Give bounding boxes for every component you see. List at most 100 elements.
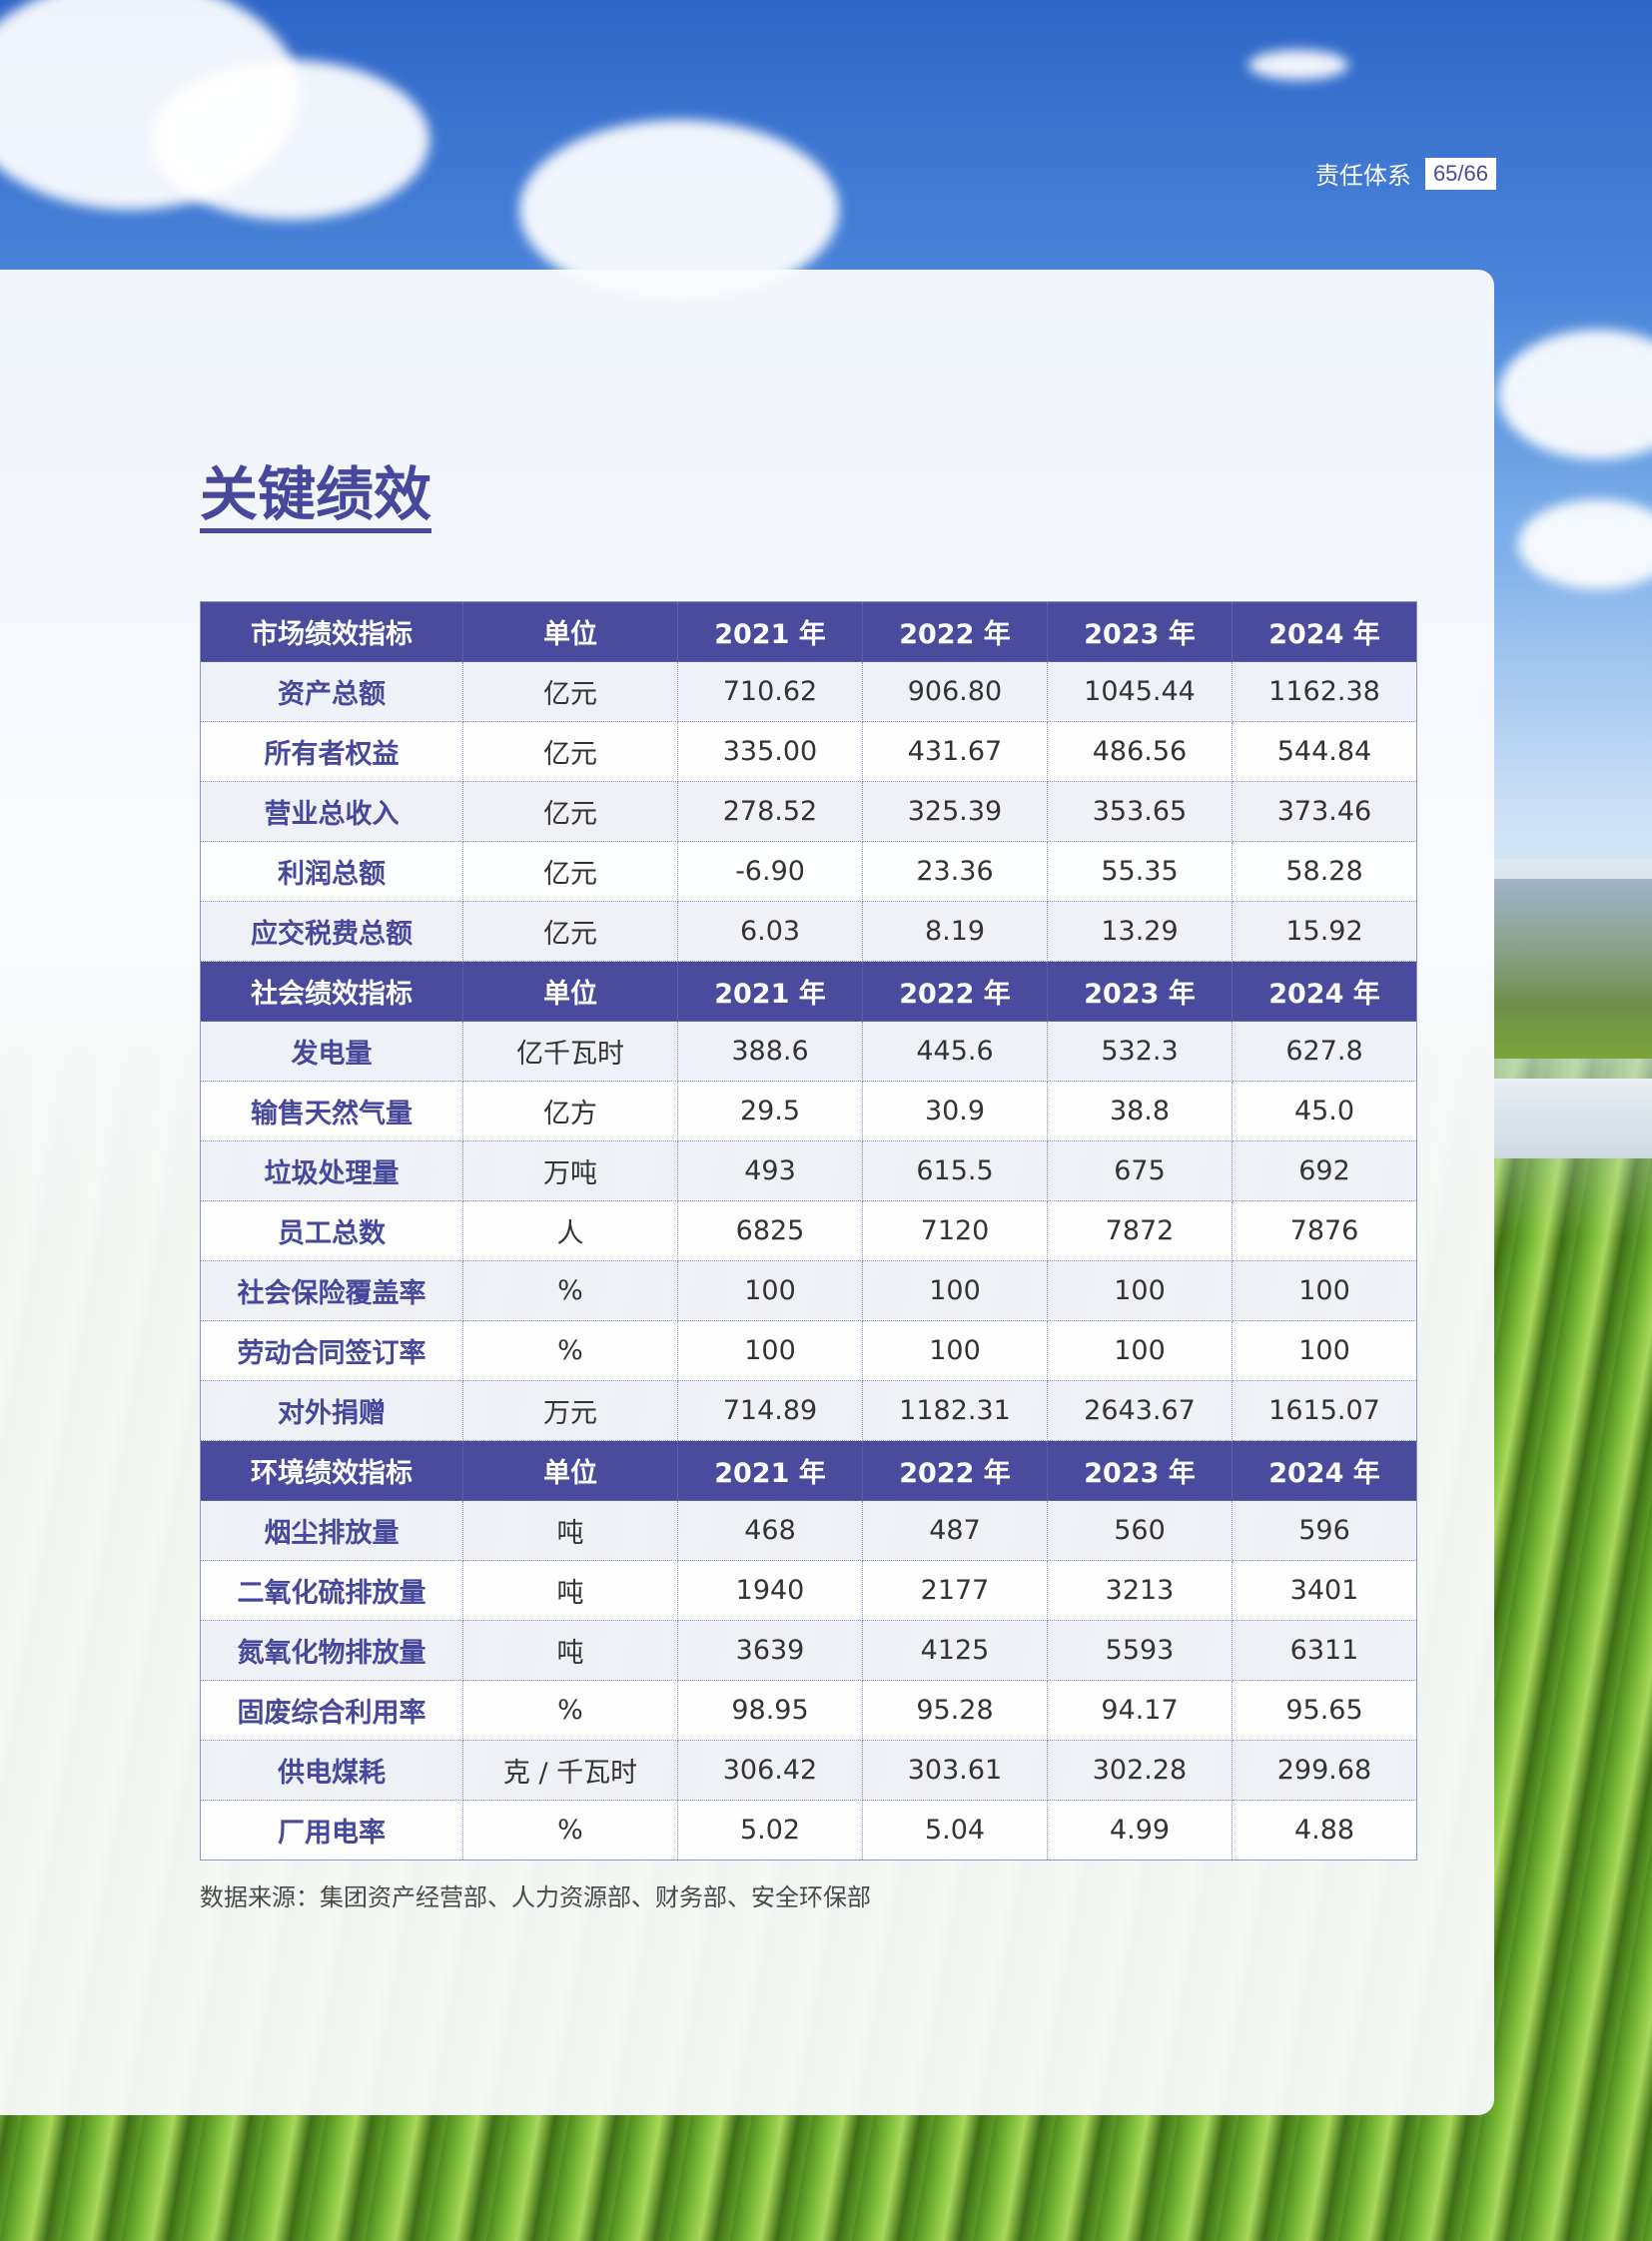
section-header-title: 环境绩效指标 <box>200 1440 463 1501</box>
value-cell: 38.8 <box>1047 1081 1233 1141</box>
value-cell: 303.61 <box>862 1740 1048 1801</box>
table-row: 氮氧化物排放量吨 3639 4125 5593 6311 <box>200 1620 1417 1681</box>
value-cell: 906.80 <box>862 661 1048 722</box>
unit-cell: 万元 <box>462 1380 678 1441</box>
value-cell: 335.00 <box>677 721 863 782</box>
value-cell: 468 <box>677 1500 863 1561</box>
indicator-name-cell: 垃圾处理量 <box>200 1140 463 1201</box>
unit-column-header: 单位 <box>462 601 678 662</box>
value-cell: 100 <box>677 1260 863 1321</box>
value-cell: 1615.07 <box>1232 1380 1417 1441</box>
table-row: 发电量 亿千瓦时 388.6 445.6 532.3 627.8 <box>200 1021 1417 1082</box>
table-row: 固废综合利用率% 98.95 95.28 94.17 95.65 <box>200 1680 1417 1741</box>
indicator-name-cell: 应交税费总额 <box>200 901 463 962</box>
year-column-header: 2023 年 <box>1047 601 1233 662</box>
indicator-name-cell: 供电煤耗 <box>200 1740 463 1801</box>
value-cell: 4.88 <box>1232 1800 1417 1861</box>
indicator-name-cell: 劳动合同签订率 <box>200 1320 463 1381</box>
value-cell: 13.29 <box>1047 901 1233 962</box>
value-cell: 100 <box>862 1320 1048 1381</box>
table-row: 劳动合同签订率% 100 100 100 100 <box>200 1320 1417 1381</box>
value-cell: 15.92 <box>1232 901 1417 962</box>
value-cell: 100 <box>1232 1320 1417 1381</box>
table-row: 厂用电率% 5.02 5.04 4.99 4.88 <box>200 1800 1417 1861</box>
greenhouse-scenery <box>1494 1079 1652 1158</box>
unit-cell: 克 / 千瓦时 <box>462 1740 678 1801</box>
value-cell: 3213 <box>1047 1560 1233 1621</box>
value-cell: 1045.44 <box>1047 661 1233 722</box>
cloud-decoration <box>150 60 429 220</box>
section-header-row: 环境绩效指标 单位 2021 年 2022 年 2023 年 2024 年 <box>200 1440 1417 1501</box>
value-cell: 98.95 <box>677 1680 863 1741</box>
cloud-decoration <box>1498 330 1652 459</box>
value-cell: 388.6 <box>677 1021 863 1082</box>
value-cell: 302.28 <box>1047 1740 1233 1801</box>
value-cell: 544.84 <box>1232 721 1417 782</box>
value-cell: 306.42 <box>677 1740 863 1801</box>
value-cell: 487 <box>862 1500 1048 1561</box>
value-cell: 29.5 <box>677 1081 863 1141</box>
cloud-decoration <box>1248 50 1348 80</box>
value-cell: 3401 <box>1232 1560 1417 1621</box>
value-cell: 493 <box>677 1140 863 1201</box>
section-label: 责任体系 <box>1314 163 1411 190</box>
value-cell: 6.03 <box>677 901 863 962</box>
section-header-row: 市场绩效指标 单位 2021 年 2022 年 2023 年 2024 年 <box>200 601 1417 662</box>
value-cell: 7876 <box>1232 1200 1417 1261</box>
year-column-header: 2023 年 <box>1047 961 1233 1022</box>
value-cell: 486.56 <box>1047 721 1233 782</box>
table-row: 利润总额 亿元 -6.90 23.36 55.35 58.28 <box>200 841 1417 902</box>
value-cell: 560 <box>1047 1500 1233 1561</box>
value-cell: 299.68 <box>1232 1740 1417 1801</box>
unit-cell: 吨 <box>462 1560 678 1621</box>
value-cell: 23.36 <box>862 841 1048 902</box>
data-source-note: 数据来源：集团资产经营部、人力资源部、财务部、安全环保部 <box>200 1883 871 1911</box>
cloud-decoration <box>1518 499 1652 589</box>
unit-cell: 万吨 <box>462 1140 678 1201</box>
kpi-table-body: 市场绩效指标 单位 2021 年 2022 年 2023 年 2024 年资产总额 亿元 71… <box>200 601 1417 1861</box>
indicator-name-cell: 二氧化硫排放量 <box>200 1560 463 1621</box>
value-cell: 5593 <box>1047 1620 1233 1681</box>
value-cell: 2643.67 <box>1047 1380 1233 1441</box>
value-cell: 692 <box>1232 1140 1417 1201</box>
table-row: 供电煤耗克 / 千瓦时 306.42 303.61 302.28 299.68 <box>200 1740 1417 1801</box>
value-cell: 532.3 <box>1047 1021 1233 1082</box>
value-cell: 714.89 <box>677 1380 863 1441</box>
value-cell: 615.5 <box>862 1140 1048 1201</box>
value-cell: 4125 <box>862 1620 1048 1681</box>
table-row: 营业总收入 亿元 278.52 325.39 353.65 373.46 <box>200 781 1417 842</box>
value-cell: 4.99 <box>1047 1800 1233 1861</box>
value-cell: 95.28 <box>862 1680 1048 1741</box>
value-cell: 5.02 <box>677 1800 863 1861</box>
unit-cell: % <box>462 1800 678 1861</box>
year-column-header: 2021 年 <box>677 961 863 1022</box>
value-cell: 100 <box>1047 1320 1233 1381</box>
year-column-header: 2022 年 <box>862 1440 1048 1501</box>
year-column-header: 2024 年 <box>1232 601 1417 662</box>
value-cell: -6.90 <box>677 841 863 902</box>
value-cell: 58.28 <box>1232 841 1417 902</box>
year-column-header: 2024 年 <box>1232 961 1417 1022</box>
indicator-name-cell: 发电量 <box>200 1021 463 1082</box>
year-column-header: 2022 年 <box>862 601 1048 662</box>
value-cell: 100 <box>862 1260 1048 1321</box>
section-header-row: 社会绩效指标 单位 2021 年 2022 年 2023 年 2024 年 <box>200 961 1417 1022</box>
value-cell: 6311 <box>1232 1620 1417 1681</box>
value-cell: 100 <box>1232 1260 1417 1321</box>
indicator-name-cell: 员工总数 <box>200 1200 463 1261</box>
indicator-name-cell: 厂用电率 <box>200 1800 463 1861</box>
village-scenery <box>1494 879 1652 1059</box>
unit-cell: % <box>462 1320 678 1381</box>
indicator-name-cell: 社会保险覆盖率 <box>200 1260 463 1321</box>
unit-cell: 亿元 <box>462 661 678 722</box>
indicator-name-cell: 资产总额 <box>200 661 463 722</box>
indicator-name-cell: 输售天然气量 <box>200 1081 463 1141</box>
indicator-name-cell: 烟尘排放量 <box>200 1500 463 1561</box>
unit-cell: 亿元 <box>462 721 678 782</box>
year-column-header: 2024 年 <box>1232 1440 1417 1501</box>
value-cell: 2177 <box>862 1560 1048 1621</box>
unit-cell: 吨 <box>462 1620 678 1681</box>
table-row: 对外捐赠 万元 714.89 1182.31 2643.67 1615.07 <box>200 1380 1417 1441</box>
indicator-name-cell: 利润总额 <box>200 841 463 902</box>
value-cell: 325.39 <box>862 781 1048 842</box>
